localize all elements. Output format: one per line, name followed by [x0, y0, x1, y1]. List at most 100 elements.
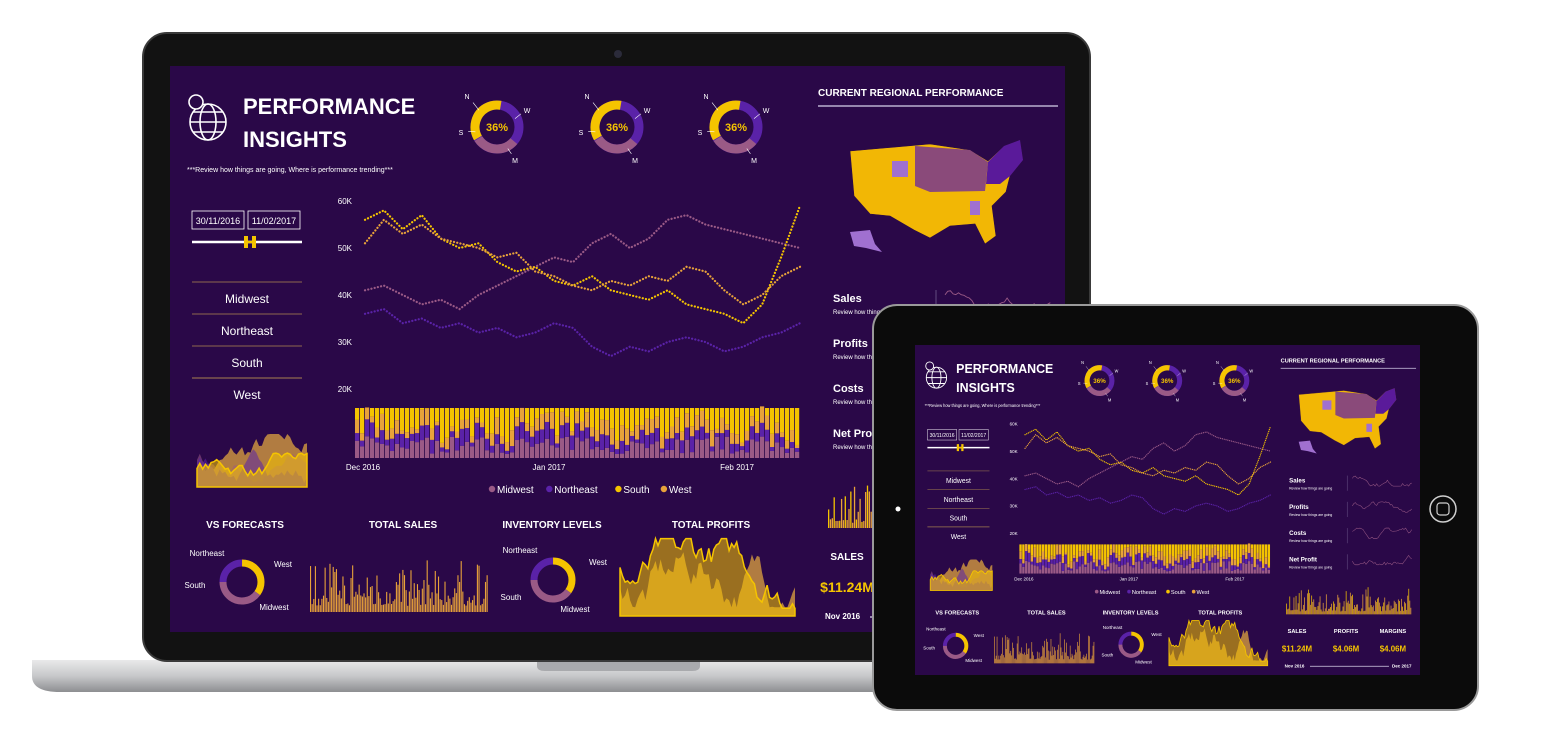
decor-bar [475, 605, 477, 612]
decor-bar [495, 408, 500, 418]
decor-bar [1101, 570, 1104, 574]
decor-bar [356, 594, 359, 612]
decor-bar [391, 603, 393, 612]
decor-bar [1025, 544, 1028, 552]
decor-bar [1321, 611, 1323, 615]
decor-bar [1180, 554, 1183, 558]
decor-bar [385, 408, 390, 431]
decor-bar [680, 440, 685, 454]
decor-bar [332, 566, 334, 612]
visual-title: VS FORECASTS [206, 520, 284, 531]
decor-bar [535, 418, 540, 431]
decor-bar [1025, 560, 1028, 574]
decor-bar [580, 421, 585, 431]
decor-bar [1194, 558, 1197, 563]
gauge-leader [1109, 372, 1114, 376]
decor-bar [1056, 545, 1059, 555]
decor-bar [1081, 659, 1083, 664]
decor-bar [1339, 602, 1341, 615]
decor-bar [670, 438, 675, 450]
decor-bar [1302, 604, 1304, 615]
decor-bar [1151, 544, 1155, 556]
decor-bar [1005, 649, 1007, 664]
tablet-home-button[interactable] [1429, 495, 1457, 523]
decor-bar [439, 599, 441, 612]
decor-bar [645, 448, 650, 458]
slicer-item[interactable]: South [950, 515, 968, 522]
decor-bar [1019, 563, 1022, 574]
decor-bar [730, 408, 735, 434]
decor-bar [655, 416, 660, 429]
decor-bar [455, 431, 460, 438]
decor-bar [620, 408, 625, 426]
decor-bar [1222, 558, 1225, 562]
decor-bar [660, 448, 665, 453]
decor-bar [540, 442, 545, 458]
decor-bar [660, 408, 665, 437]
decor-bar [1137, 544, 1141, 550]
decor-bar [1307, 593, 1308, 615]
decor-bar [1344, 611, 1346, 615]
decor-bar [1135, 561, 1138, 574]
decor-bar [790, 408, 795, 431]
metric-name: Sales [833, 293, 862, 305]
decor-bar [1086, 653, 1087, 664]
slicer-item[interactable]: Northeast [221, 324, 274, 338]
decor-bar [1267, 569, 1271, 574]
decor-bar [360, 440, 365, 447]
slicer-item[interactable]: Midwest [225, 292, 270, 306]
decor-bar [405, 438, 410, 449]
decor-bar [1025, 551, 1028, 561]
decor-bar [1168, 544, 1172, 555]
slicer-item[interactable]: West [233, 388, 261, 402]
decor-bar [475, 408, 480, 418]
decor-bar [1067, 655, 1068, 664]
slicer-item[interactable]: Northeast [944, 497, 973, 504]
decor-bar [1078, 556, 1082, 567]
decor-bar [329, 563, 331, 612]
decor-bar [755, 408, 760, 422]
decor-bar [425, 604, 427, 612]
period-end: Dec 2017 [1392, 663, 1412, 668]
decor-bar [1064, 544, 1067, 553]
gauge-direction: W [1115, 368, 1119, 373]
slicer-item[interactable]: South [231, 356, 262, 370]
decor-bar [440, 408, 445, 443]
decor-bar [560, 438, 565, 458]
decor-bar [1019, 551, 1022, 560]
decor-bar [429, 598, 431, 612]
decor-bar [831, 518, 833, 528]
decor-bar [1106, 557, 1110, 567]
decor-bar [1407, 595, 1409, 615]
decor-bar [470, 442, 475, 447]
decor-bar [1061, 655, 1063, 664]
decor-bar [434, 570, 436, 612]
slicer-item[interactable]: Midwest [946, 478, 971, 485]
decor-bar [600, 408, 605, 420]
decor-bar [1083, 654, 1085, 664]
decor-bar [740, 446, 745, 450]
decor-bar [1095, 559, 1098, 567]
decor-bar [1214, 555, 1217, 563]
decor-bar [1174, 544, 1177, 558]
slicer-item[interactable]: West [951, 534, 966, 541]
decor-sparkline [1352, 527, 1412, 539]
decor-bar [387, 603, 389, 612]
decor-bar [1057, 649, 1058, 664]
donut-label: Northeast [503, 546, 538, 555]
decor-bar [1387, 604, 1389, 615]
gauge-direction: M [1176, 397, 1179, 402]
decor-bar [1174, 557, 1177, 561]
decor-bar [725, 408, 730, 425]
decor-bar [397, 584, 399, 612]
decor-bar [1219, 569, 1223, 574]
decor-bar [385, 445, 390, 458]
decor-bar [425, 437, 430, 458]
donut-label: West [1151, 632, 1162, 637]
decor-bar [1132, 544, 1135, 561]
decor-bar [1230, 565, 1234, 571]
decor-bar [380, 413, 385, 431]
visual-title: VS FORECASTS [935, 610, 979, 616]
decor-bar [405, 432, 410, 439]
decor-bar [580, 408, 585, 422]
